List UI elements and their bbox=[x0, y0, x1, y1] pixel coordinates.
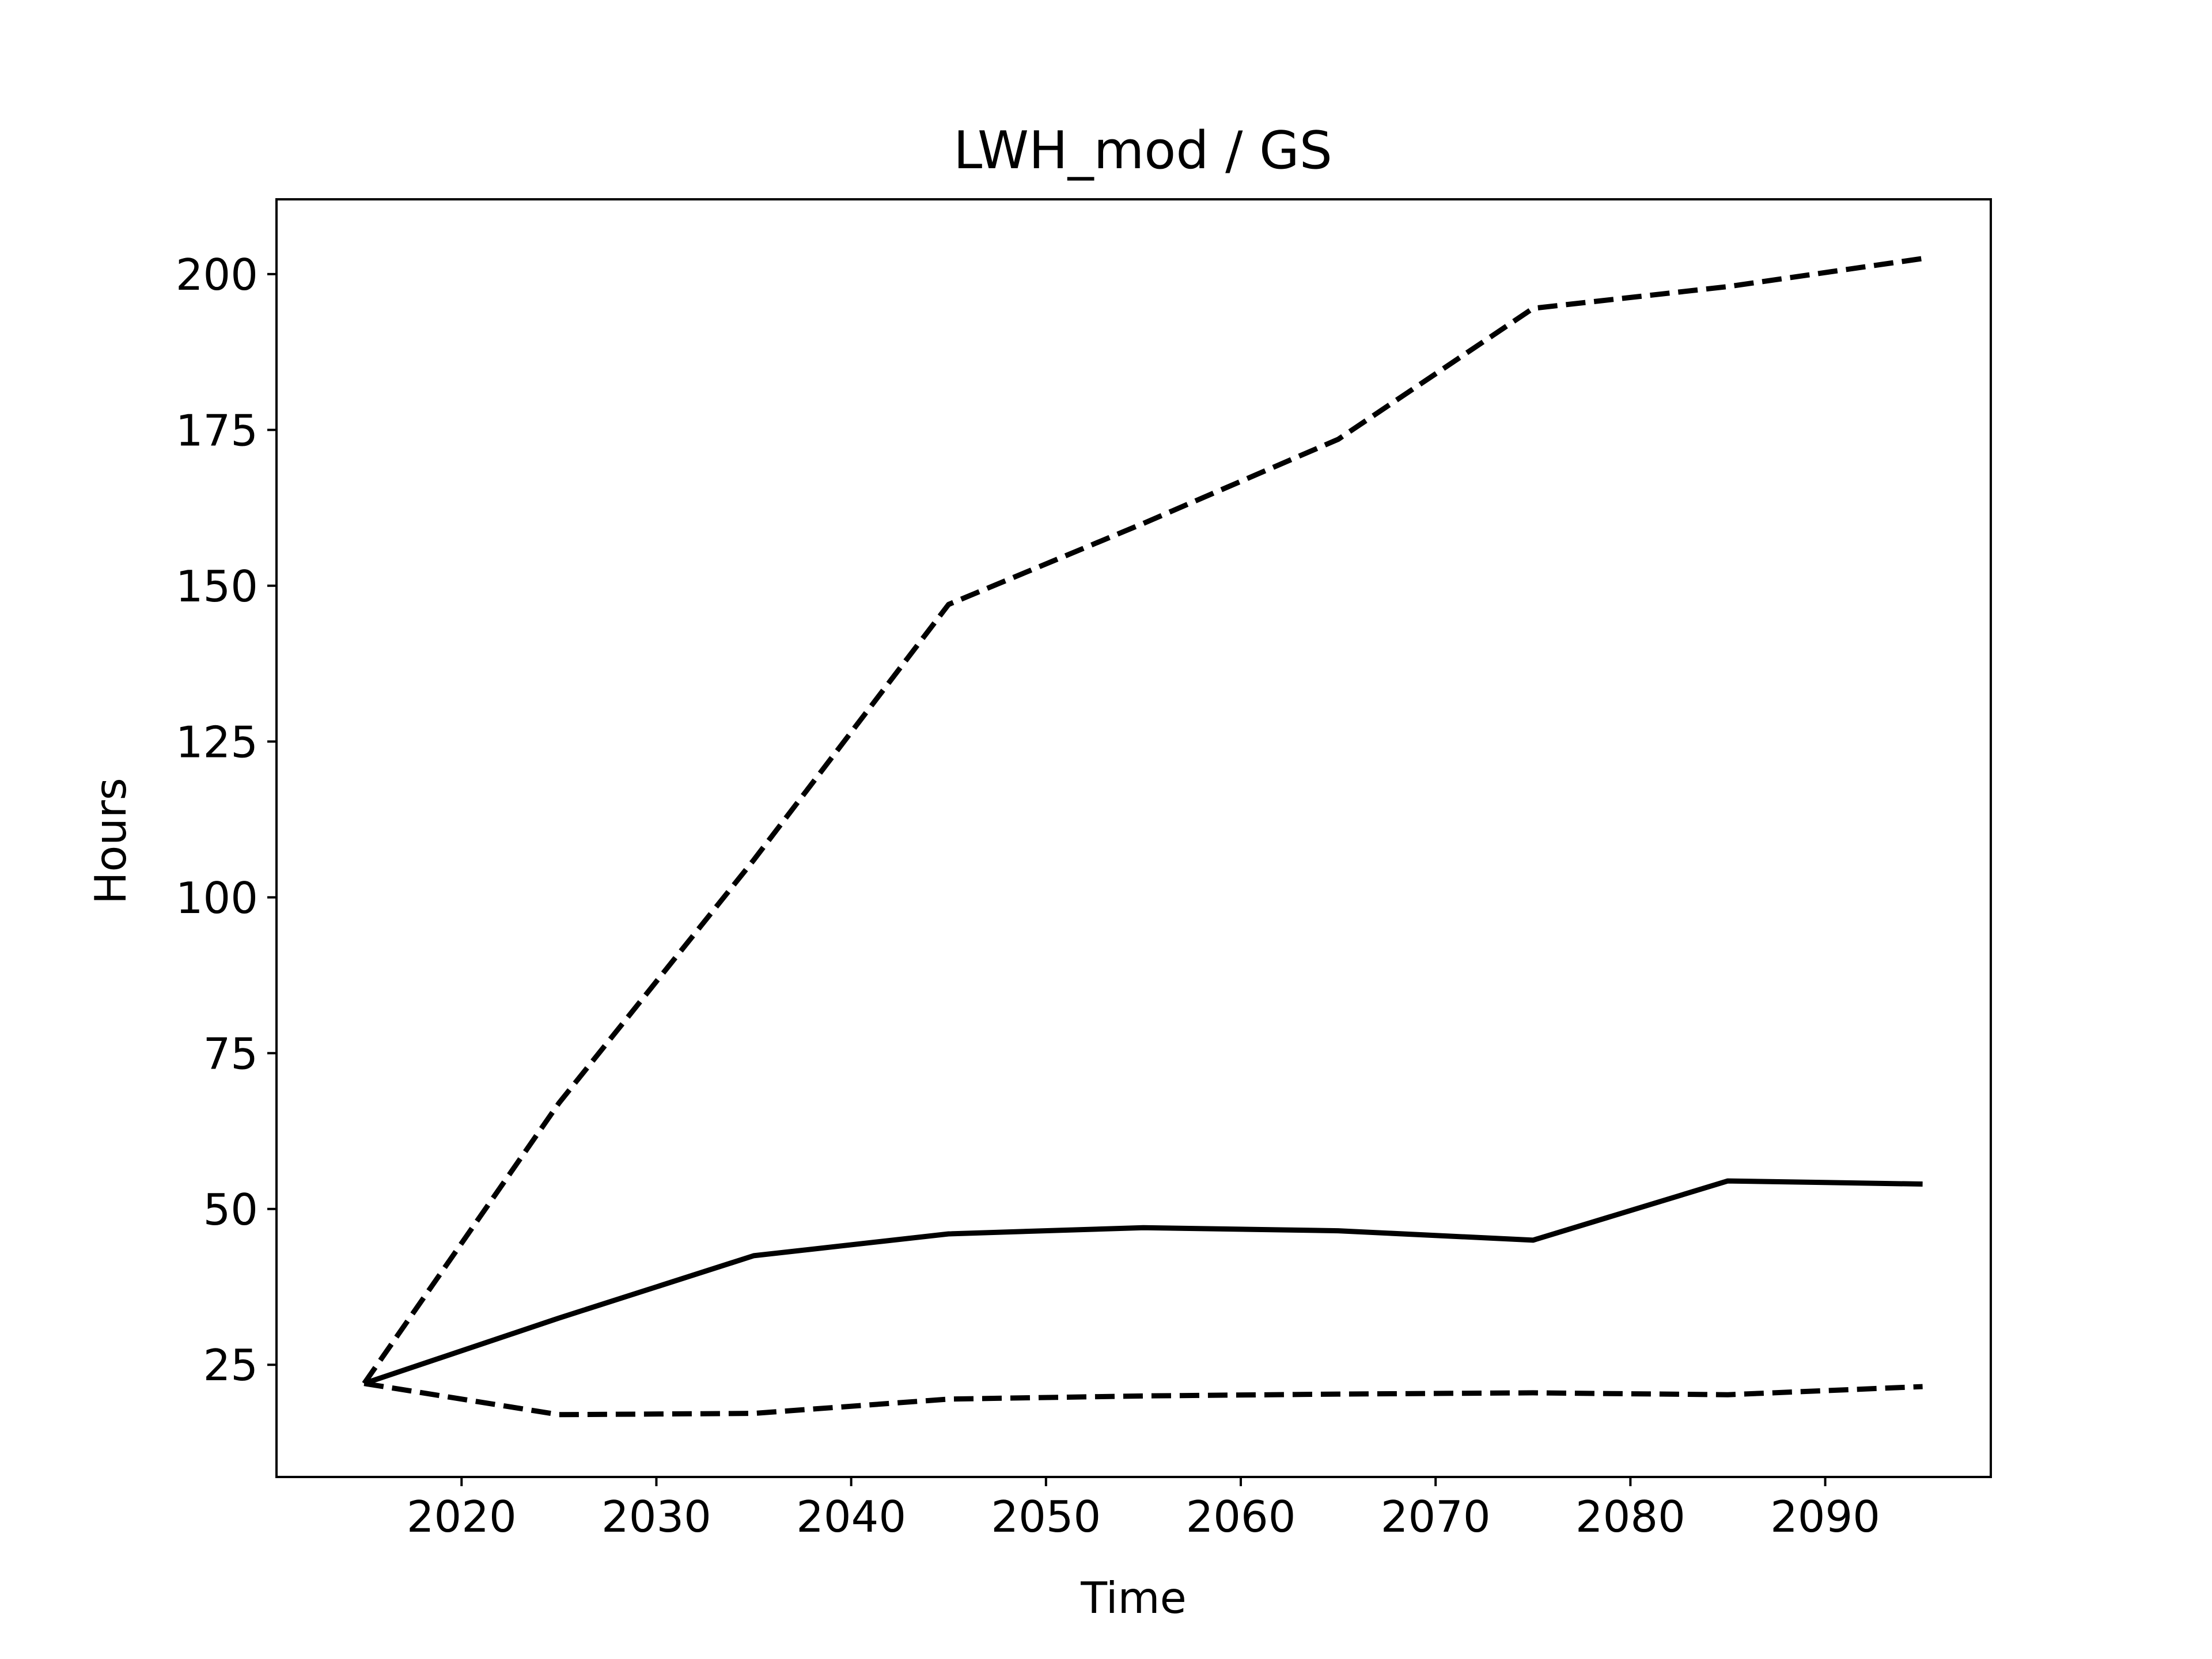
chart-title: LWH_mod / GS bbox=[953, 120, 1332, 181]
x-tick-label: 2080 bbox=[1575, 1491, 1685, 1542]
y-tick-label: 175 bbox=[176, 405, 258, 456]
solid-series-line-2 bbox=[363, 1178, 1923, 1386]
x-axis-ticks: 2020 2030 2040 2050 2060 2070 2080 2090 bbox=[407, 1477, 1880, 1542]
y-axis-label: Hours bbox=[85, 778, 136, 904]
plot-frame bbox=[275, 198, 1992, 1478]
x-tick-label: 2070 bbox=[1381, 1491, 1491, 1542]
y-tick-label: 125 bbox=[176, 717, 258, 767]
dashed-series-line-3 bbox=[363, 1381, 1923, 1418]
y-tick-label: 200 bbox=[176, 249, 258, 300]
y-axis-ticks: 25 50 75 100 125 150 175 200 bbox=[176, 249, 276, 1391]
x-tick-label: 2060 bbox=[1186, 1491, 1296, 1542]
dashed-series-line-1 bbox=[362, 256, 1923, 1385]
x-tick-label: 2020 bbox=[407, 1491, 517, 1542]
x-tick-label: 2040 bbox=[796, 1491, 906, 1542]
x-tick-label: 2050 bbox=[991, 1491, 1101, 1542]
y-tick-label: 100 bbox=[176, 873, 258, 923]
x-axis-label: Time bbox=[1080, 1573, 1187, 1623]
x-tick-label: 2090 bbox=[1770, 1491, 1880, 1542]
y-tick-label: 75 bbox=[203, 1028, 258, 1079]
x-tick-label: 2030 bbox=[601, 1491, 711, 1542]
y-tick-label: 25 bbox=[203, 1340, 258, 1391]
series-layer bbox=[362, 256, 1923, 1418]
y-tick-label: 50 bbox=[203, 1184, 258, 1235]
y-tick-label: 150 bbox=[176, 561, 258, 612]
